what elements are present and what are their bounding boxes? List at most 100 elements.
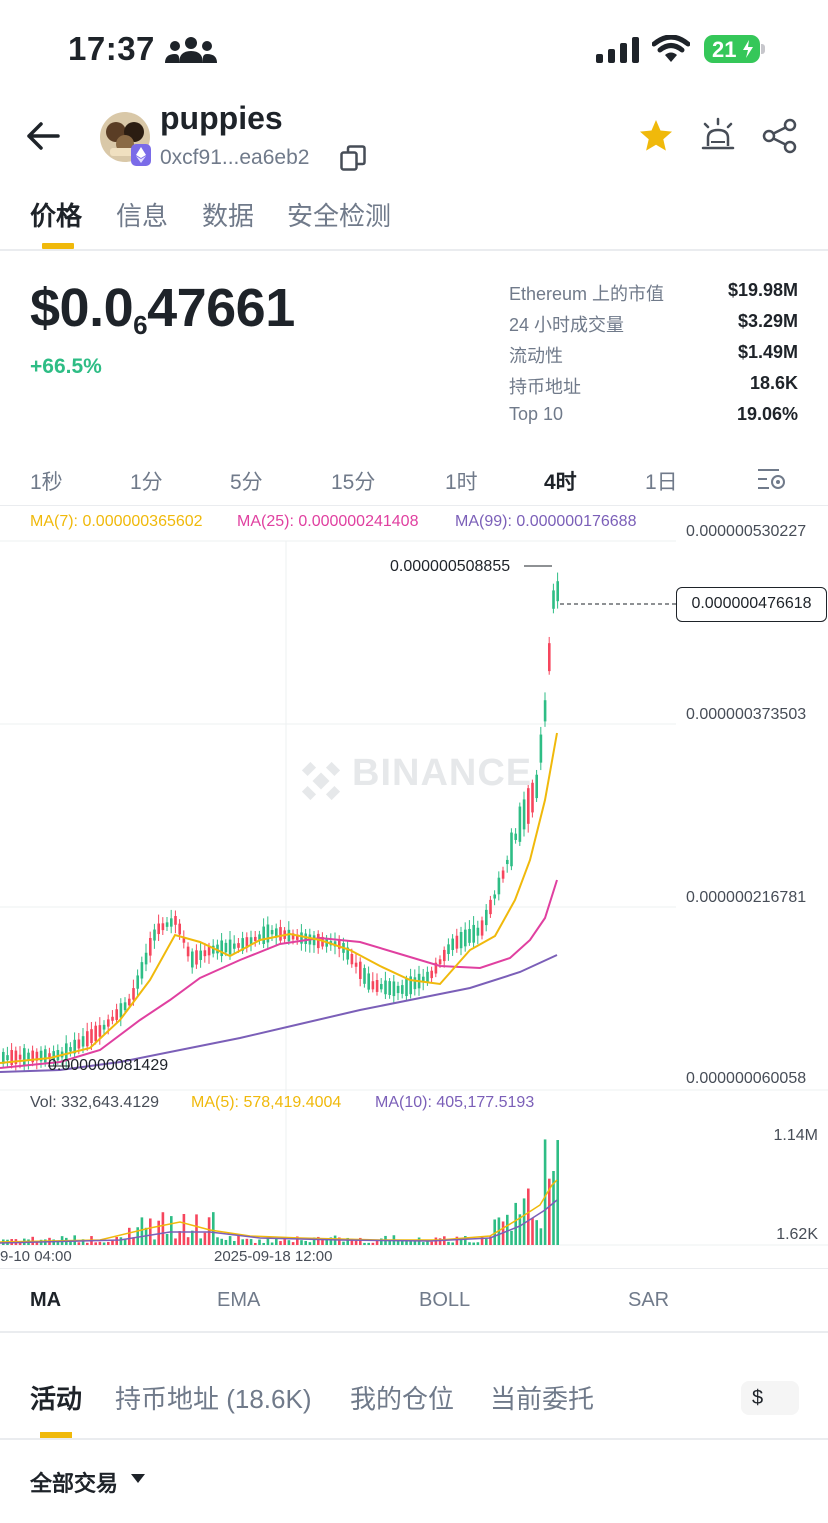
candle (472, 924, 475, 943)
candle (86, 1031, 89, 1047)
back-arrow-icon[interactable] (26, 121, 60, 151)
candle (94, 1025, 97, 1042)
tab-info[interactable]: 信息 (116, 201, 169, 231)
volume-bar (346, 1237, 349, 1245)
volume-bar (237, 1235, 240, 1245)
candle (23, 1048, 26, 1066)
candle (312, 935, 316, 946)
candle (426, 971, 429, 982)
candle (539, 734, 543, 763)
price-alert-icon[interactable] (700, 116, 736, 154)
interval-1m[interactable]: 1分 (130, 471, 163, 494)
volume-bar (191, 1230, 194, 1245)
interval-1s[interactable]: 1秒 (30, 471, 63, 494)
interval-1h[interactable]: 1时 (445, 471, 478, 494)
high-price-label: 0.000000508855 (390, 558, 511, 575)
candle (384, 980, 387, 995)
star-favorite-icon[interactable] (638, 118, 674, 154)
candle (413, 977, 417, 990)
interval-5m[interactable]: 5分 (230, 471, 263, 494)
candle (333, 941, 337, 947)
candle (77, 1039, 81, 1049)
volume-bar (165, 1234, 169, 1245)
volume-bar (249, 1239, 253, 1245)
volume-bar (535, 1220, 538, 1245)
tab-price[interactable]: 价格 (30, 201, 83, 231)
volume-bar (522, 1198, 526, 1245)
candle (140, 962, 144, 979)
candle (510, 832, 513, 867)
interval-4h[interactable]: 4时 (544, 471, 577, 494)
tab-security-check[interactable]: 安全检测 (287, 201, 392, 231)
indicator-ma[interactable]: MA (30, 1289, 62, 1311)
interval-divider (0, 505, 828, 506)
volume-bar (308, 1242, 312, 1245)
candle (212, 945, 215, 954)
bottom-tabs-divider (0, 1438, 828, 1440)
binance-watermark-icon (301, 761, 341, 801)
tab-data[interactable]: 数据 (202, 201, 255, 231)
candle (468, 928, 471, 943)
token-avatar (100, 112, 150, 162)
volume-bar (136, 1227, 139, 1245)
indicator-sar[interactable]: SAR (628, 1289, 670, 1311)
stat-label-market-cap: Ethereum 上的市值 (509, 284, 665, 304)
candle (98, 1025, 102, 1037)
indicator-boll[interactable]: BOLL (419, 1289, 471, 1311)
indicator-ema[interactable]: EMA (217, 1289, 261, 1311)
volume-bar (35, 1241, 39, 1245)
caret-down-icon[interactable] (131, 1474, 145, 1484)
tab-holders[interactable]: 持币地址 (18.6K) (115, 1384, 312, 1414)
token-name: puppies (160, 100, 283, 136)
candle (237, 943, 240, 948)
candlestick-chart[interactable] (0, 506, 828, 1266)
volume-bar (401, 1240, 404, 1245)
volume-axis-bottom: 1.62K (776, 1226, 818, 1243)
volume-bar (279, 1241, 282, 1245)
volume-bar (350, 1238, 354, 1245)
volume-bar (296, 1236, 299, 1245)
candle (149, 937, 152, 956)
volume-bar (186, 1237, 190, 1245)
tabs-divider (0, 249, 828, 251)
volume-bar (514, 1202, 517, 1245)
candle (203, 950, 207, 957)
stat-value-liquidity: $1.49M (737, 342, 798, 362)
candle (35, 1051, 39, 1061)
interval-1d[interactable]: 1日 (645, 471, 678, 494)
chart-settings-icon[interactable] (757, 466, 787, 492)
candle (380, 984, 383, 990)
tab-activity[interactable]: 活动 (30, 1384, 83, 1414)
candle (161, 923, 165, 931)
copy-icon[interactable] (340, 145, 366, 171)
volume-bar (493, 1219, 496, 1245)
volume-bar (182, 1213, 186, 1245)
stat-label-holders: 持币地址 (509, 377, 581, 397)
interval-15m[interactable]: 15分 (331, 471, 376, 494)
candle (2, 1051, 5, 1064)
candle (52, 1051, 55, 1060)
candle (262, 926, 265, 945)
candle (186, 946, 190, 957)
candle (527, 788, 530, 824)
candle (375, 980, 379, 992)
volume-bar (111, 1239, 114, 1245)
trade-filter-dropdown[interactable]: 全部交易 (30, 1466, 118, 1498)
candle (182, 937, 186, 943)
volume-bar (254, 1242, 257, 1245)
tab-my-positions[interactable]: 我的仓位 (350, 1384, 455, 1414)
tab-open-orders[interactable]: 当前委托 (490, 1384, 595, 1414)
candle (10, 1050, 13, 1065)
volume-bar (86, 1242, 89, 1245)
volume-bar (170, 1216, 173, 1245)
currency-toggle[interactable]: $ (741, 1381, 799, 1415)
volume-bar (224, 1239, 228, 1245)
battery-indicator: 21 (704, 35, 760, 63)
ethereum-chain-icon (131, 144, 151, 166)
share-icon[interactable] (762, 118, 798, 154)
candle (115, 1009, 118, 1020)
volume-bar (455, 1236, 459, 1245)
candle (464, 929, 467, 947)
candle (548, 643, 551, 672)
candle (455, 935, 459, 949)
